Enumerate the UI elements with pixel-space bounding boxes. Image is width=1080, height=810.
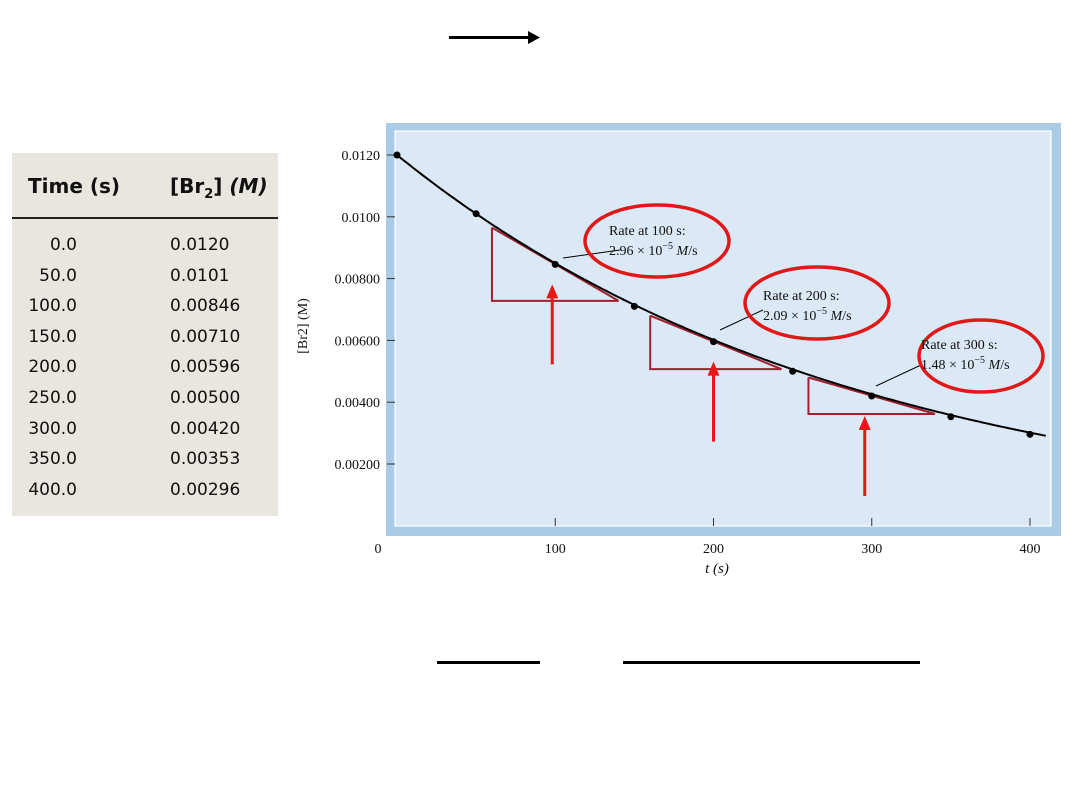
x-tick-label: 100: [545, 542, 566, 557]
table-row: 0.0 0.0120: [12, 235, 278, 266]
bottom-blank-rule-left: [437, 661, 540, 664]
data-point: [551, 260, 559, 268]
table-row: 300.0 0.00420: [12, 419, 278, 450]
y-tick-label: 0.0120: [342, 149, 381, 164]
table-row: 200.0 0.00596: [12, 357, 278, 388]
tangent-triangle-legs: [649, 315, 782, 371]
table-cell-concentration: 0.00296: [170, 479, 241, 500]
annotation-ellipse: [917, 318, 1045, 394]
table-cell-time: 200.0: [28, 357, 77, 378]
x-tick-label: 200: [703, 542, 724, 557]
table-cell-time: 150.0: [28, 326, 77, 347]
table-header-concentration: [Br2] (M): [170, 174, 268, 202]
table-body: 0.0 0.0120 50.0 0.0101 100.0 0.00846 150.0 0.00…: [12, 235, 278, 510]
annotation-label-line2: 1.48 × 10−5 M/s: [921, 355, 1010, 373]
table-header-rule: [12, 217, 278, 219]
data-point: [630, 302, 638, 310]
table-cell-time: 100.0: [28, 296, 77, 317]
top-arrow-head: [528, 31, 540, 44]
data-point: [1026, 430, 1034, 438]
annotation-ellipse: [583, 203, 731, 279]
header-conc-sub: 2: [204, 187, 214, 202]
header-conc-unit: (M): [229, 174, 268, 198]
x-tick-label: 0: [375, 542, 382, 557]
table-cell-concentration: 0.00353: [170, 449, 241, 470]
x-axis-label: t (s): [705, 561, 729, 577]
header-conc-bracket: ]: [213, 174, 223, 198]
table-row: 100.0 0.00846: [12, 296, 278, 327]
rate-arrow-head: [858, 416, 871, 431]
table-cell-time: 300.0: [28, 418, 77, 439]
annotation-leader: [875, 364, 922, 387]
annotation-label-line1: Rate at 100 s:: [609, 224, 686, 239]
tangent-triangle-legs: [490, 227, 619, 302]
series-curve: [396, 154, 1046, 437]
bottom-blank-rule-right: [623, 661, 920, 664]
table-cell-time: 350.0: [28, 449, 77, 470]
annotation-label-line2: 2.96 × 10−5 M/s: [609, 241, 698, 259]
table-row: 400.0 0.00296: [12, 480, 278, 511]
data-point: [868, 392, 876, 400]
x-tick-label: 300: [861, 542, 882, 557]
annotation-leader: [719, 309, 764, 331]
x-tick-label: 400: [1020, 542, 1041, 557]
data-point: [947, 413, 955, 421]
annotation-label-line2: 2.09 × 10−5 M/s: [763, 306, 852, 324]
y-tick-label: 0.0100: [342, 211, 381, 226]
table-cell-concentration: 0.00596: [170, 357, 241, 378]
rate-arrow-head: [546, 284, 559, 299]
table-cell-concentration: 0.00710: [170, 326, 241, 347]
table-row: 350.0 0.00353: [12, 449, 278, 480]
data-point: [789, 367, 797, 375]
data-point: [393, 151, 401, 159]
y-tick-label: 0.00200: [335, 458, 381, 473]
table-cell-time: 50.0: [39, 265, 77, 286]
table-row: 250.0 0.00500: [12, 388, 278, 419]
annotation-label-line1: Rate at 300 s:: [921, 338, 998, 353]
header-conc-main: [Br: [170, 174, 205, 198]
y-tick-label: 0.00400: [335, 396, 381, 411]
data-point: [472, 210, 480, 218]
concentration-table: Time (s) [Br2] (M) 0.0 0.0120 50.0 0.0101 10…: [12, 153, 278, 516]
y-tick-label: 0.00800: [335, 273, 381, 288]
table-cell-time: 400.0: [28, 479, 77, 500]
table-cell-time: 250.0: [28, 387, 77, 408]
tangent-triangle-legs: [807, 377, 936, 415]
top-arrow-line: [449, 36, 531, 39]
table-cell-concentration: 0.0120: [170, 235, 230, 255]
table-cell-time: 0.0: [49, 235, 77, 255]
table-cell-concentration: 0.0101: [170, 265, 230, 286]
annotation-label-line1: Rate at 200 s:: [763, 289, 840, 304]
y-tick-label: 0.00600: [335, 334, 381, 349]
table-cell-concentration: 0.00500: [170, 387, 241, 408]
table-row: 150.0 0.00710: [12, 327, 278, 358]
table-cell-concentration: 0.00846: [170, 296, 241, 317]
rate-arrow-head: [707, 361, 720, 376]
annotation-ellipse: [743, 265, 891, 341]
table-row: 50.0 0.0101: [12, 266, 278, 297]
table-cell-concentration: 0.00420: [170, 418, 241, 439]
data-point: [710, 338, 717, 346]
y-axis-label: [Br2] (M): [296, 298, 311, 354]
table-header-time: Time (s): [28, 174, 121, 198]
